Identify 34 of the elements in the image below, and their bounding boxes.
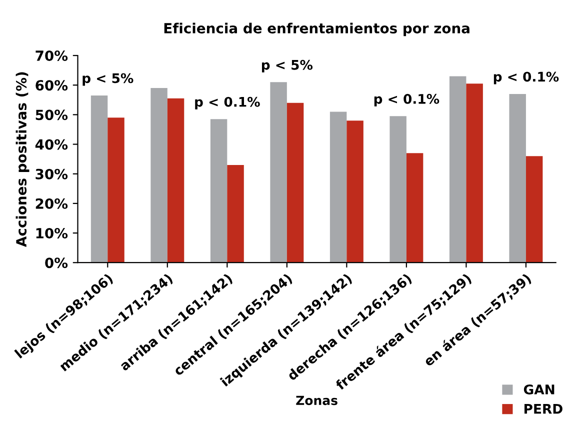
bar — [390, 116, 406, 263]
bar — [286, 102, 304, 263]
bar — [406, 153, 424, 263]
y-tick-label: 0% — [45, 258, 68, 268]
bar — [466, 84, 483, 263]
annotation: p < 0.1% — [195, 96, 260, 110]
bar — [90, 95, 108, 263]
bar — [227, 164, 244, 263]
legend-label: PERD — [524, 404, 562, 414]
annotation: p < 5% — [262, 60, 313, 72]
bar — [346, 120, 364, 263]
legend-label: GAN — [524, 384, 554, 394]
bar — [270, 82, 287, 263]
annotation: p < 0.1% — [494, 72, 559, 84]
y-tick-label: 70% — [36, 50, 68, 61]
y-tick-label: 30% — [36, 168, 68, 180]
bar — [449, 76, 466, 263]
x-axis-title: Zonas — [296, 396, 338, 406]
y-tick-label: 20% — [36, 198, 68, 209]
y-tick-label: 40% — [35, 139, 68, 150]
bar — [210, 119, 228, 263]
annotation: p < 5% — [82, 73, 134, 86]
bar — [108, 118, 124, 263]
bar — [167, 98, 184, 263]
bar — [150, 88, 168, 263]
chart-title: Eficiencia de enfrentamientos por zona — [164, 22, 470, 36]
y-tick-label: 60% — [36, 80, 68, 91]
y-tick-label: 50% — [36, 110, 68, 120]
bar — [526, 156, 543, 263]
y-tick-label: 10% — [36, 228, 68, 238]
y-axis-title: Acciones positivas (%) — [16, 72, 30, 247]
bar — [509, 94, 526, 263]
annotation: p < 0.1% — [374, 94, 440, 106]
bar — [330, 112, 347, 263]
